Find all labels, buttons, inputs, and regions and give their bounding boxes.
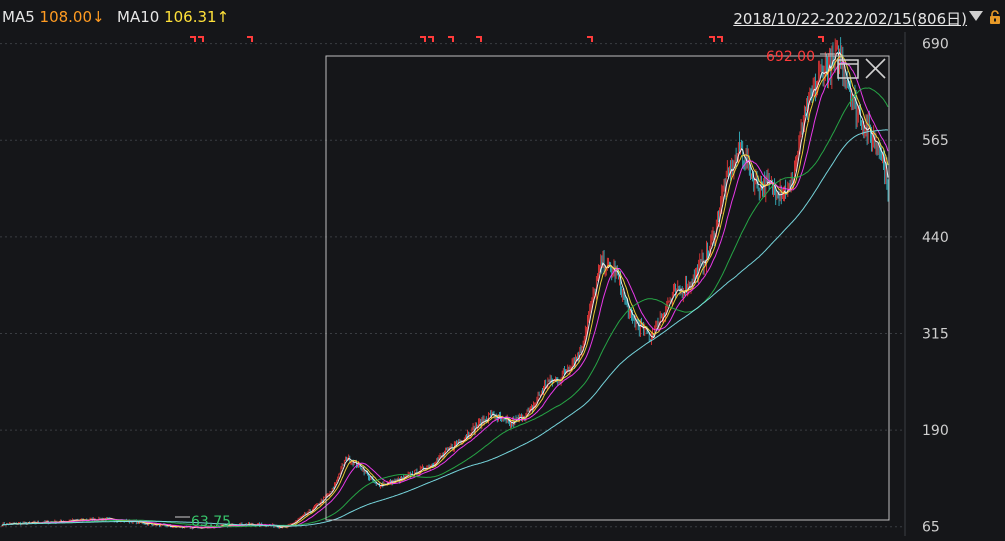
- moving-average-lines: [1, 51, 889, 529]
- signal-marker: [190, 36, 196, 42]
- date-range-selector[interactable]: 2018/10/22-2022/02/15(806日): [733, 10, 967, 28]
- grid-lines: [0, 32, 906, 536]
- signal-markers: [190, 36, 824, 42]
- signal-marker: [198, 36, 204, 42]
- ma60-line: [1, 87, 889, 528]
- signal-marker: [709, 36, 715, 42]
- candlesticks: [1, 37, 889, 530]
- extreme-markers: 692.00 63.75: [175, 49, 835, 530]
- ma10-value: 106.31↑: [164, 8, 230, 26]
- signal-marker: [428, 36, 434, 42]
- y-tick-label: 65: [922, 520, 940, 536]
- y-tick-label: 440: [922, 230, 949, 246]
- signal-marker: [420, 36, 426, 42]
- ma10-label: MA10: [117, 8, 160, 26]
- signal-marker: [476, 36, 482, 42]
- ma5-label: MA5: [2, 8, 35, 26]
- signal-marker: [818, 36, 824, 42]
- ma5-value: 108.00↓: [39, 8, 105, 26]
- low-price-label: 63.75: [191, 514, 231, 530]
- signal-marker: [247, 36, 253, 42]
- ma20-line: [1, 62, 889, 529]
- signal-marker: [717, 36, 723, 42]
- ma10-line: [1, 53, 889, 529]
- dropdown-icon[interactable]: [969, 11, 983, 21]
- signal-marker: [587, 36, 593, 42]
- signal-marker: [448, 36, 454, 42]
- close-icon[interactable]: [865, 58, 886, 79]
- high-price-label: 692.00: [766, 49, 815, 65]
- zoom-selection-box[interactable]: [325, 55, 890, 521]
- lock-icon[interactable]: [988, 10, 1002, 24]
- y-tick-label: 190: [922, 423, 949, 439]
- restore-icon[interactable]: [837, 59, 859, 79]
- y-tick-label: 565: [922, 133, 949, 149]
- ma10-indicator: MA10 106.31↑: [117, 8, 229, 26]
- y-tick-label: 315: [922, 326, 949, 342]
- indicator-bar: MA5 108.00↓ MA10 106.31↑ 2018/10/22-2022…: [0, 0, 1005, 32]
- ma120-line: [1, 129, 889, 527]
- y-tick-label: 690: [922, 37, 949, 53]
- ma5-indicator: MA5 108.00↓: [2, 8, 105, 26]
- y-axis-labels: 690 565 440 315 190 65: [922, 37, 949, 536]
